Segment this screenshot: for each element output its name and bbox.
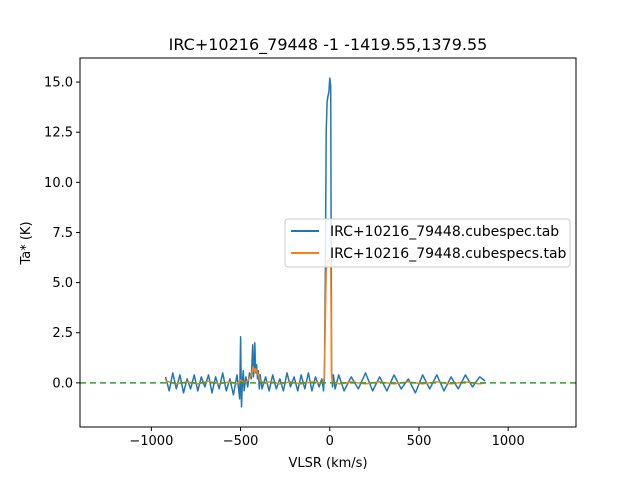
legend-label-series-2: IRC+10216_79448.cubespecs.tab (330, 246, 567, 262)
y-tick-label: 0.0 (52, 376, 73, 391)
plot-area (80, 77, 576, 408)
plot-frame (79, 57, 577, 428)
y-tick-label: 7.5 (52, 226, 73, 241)
y-tick-label: 12.5 (44, 126, 73, 141)
y-tick-label: 15.0 (44, 76, 73, 91)
chart-title: IRC+10216_79448 -1 -1419.55,1379.55 (169, 35, 488, 55)
x-axis-label: VLSR (km/s) (288, 456, 367, 471)
legend-box (284, 218, 571, 268)
x-tick-label: −500 (223, 434, 259, 449)
x-tick-label: 500 (407, 434, 432, 449)
y-axis-label: Ta* (K) (19, 221, 34, 265)
x-axis: −1000 −500 0 500 1000 (129, 427, 525, 449)
y-tick-label: 10.0 (44, 176, 73, 191)
x-tick-label: 1000 (492, 434, 525, 449)
legend-label-series-1: IRC+10216_79448.cubespec.tab (330, 224, 559, 240)
y-tick-label: 2.5 (52, 326, 73, 341)
legend: IRC+10216_79448.cubespec.tab IRC+10216_7… (284, 218, 571, 268)
series-line-1 (164, 77, 486, 408)
x-tick-label: −1000 (129, 434, 173, 449)
x-tick-label: 0 (326, 434, 334, 449)
y-axis: 0.0 2.5 5.0 7.5 10.0 12.5 15.0 (44, 76, 80, 391)
y-tick-label: 5.0 (52, 276, 73, 291)
